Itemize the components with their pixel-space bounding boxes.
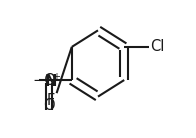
Text: Cl: Cl (151, 39, 165, 54)
Text: N: N (44, 74, 57, 89)
Text: −O: −O (33, 73, 56, 87)
Text: +: + (52, 72, 60, 82)
Text: F: F (47, 93, 55, 108)
Text: O: O (43, 98, 55, 113)
